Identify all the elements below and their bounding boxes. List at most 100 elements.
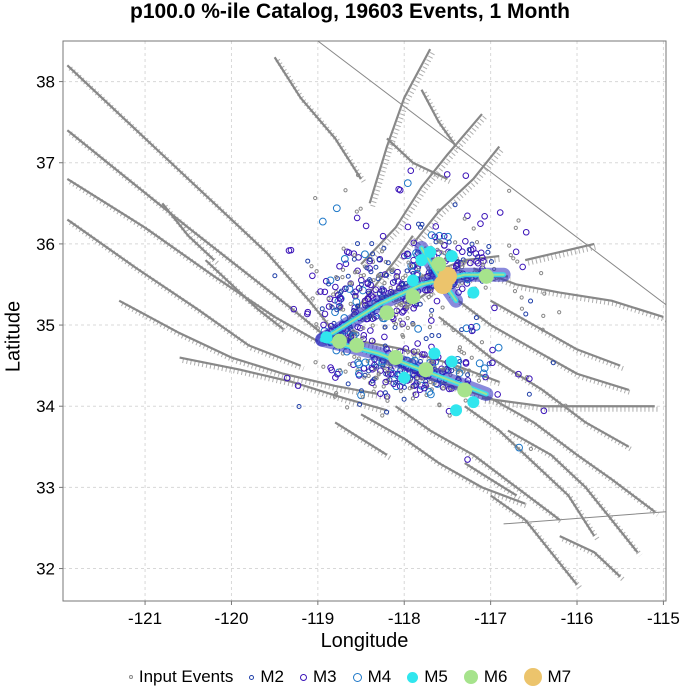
x-tick-label: -119 [301, 609, 334, 628]
input-event-marker [462, 172, 470, 179]
legend-marker [523, 668, 542, 686]
fault-trace [481, 397, 655, 408]
input-event-marker [372, 286, 379, 293]
input-event-marker [414, 340, 421, 347]
input-event-marker [466, 368, 472, 373]
input-event-marker [507, 188, 512, 193]
chart-title: p100.0 %-ile Catalog, 19603 Events, 1 Mo… [130, 0, 570, 23]
input-event-marker [359, 335, 365, 341]
input-event-marker [392, 278, 398, 284]
axis-ticks: -121 -120 -119 -118 -117 -116 -115 32 33 34 35 36 37… [36, 73, 680, 628]
fault-trace [118, 299, 379, 396]
y-tick-label: 37 [36, 154, 55, 173]
input-event-marker [457, 345, 463, 350]
input-event-marker [368, 269, 374, 275]
input-event-marker [364, 265, 370, 271]
input-event-marker [371, 278, 376, 283]
input-event-marker [515, 259, 520, 264]
legend-label: M4 [367, 667, 392, 686]
input-event-marker [557, 310, 562, 315]
input-event-marker [427, 231, 436, 240]
input-event-marker [321, 310, 329, 318]
input-event-marker [352, 288, 359, 296]
input-event-marker [539, 271, 544, 276]
input-event-marker [486, 361, 492, 367]
input-event-marker [409, 385, 415, 390]
input-event-marker [414, 324, 423, 333]
input-event-marker [294, 382, 302, 389]
input-event-marker [381, 384, 386, 389]
input-event-marker [400, 275, 406, 280]
fault-hatch [492, 301, 625, 371]
input-event-marker [462, 237, 469, 245]
fault-trace [489, 494, 578, 586]
input-event-marker [355, 360, 363, 369]
fault-lines [66, 48, 666, 590]
input-event-marker [382, 343, 388, 349]
input-event-marker [508, 252, 513, 258]
input-event-marker [387, 380, 392, 385]
input-event-marker [496, 209, 504, 216]
input-event-marker [491, 304, 498, 312]
input-event-marker [451, 327, 456, 333]
input-event-marker [380, 413, 385, 418]
input-event-marker [411, 322, 416, 327]
input-event-marker [384, 272, 390, 278]
fault-trace [412, 145, 501, 245]
input-event-marker [345, 381, 351, 387]
input-event-marker [442, 251, 447, 256]
input-event-marker [428, 313, 434, 318]
input-event-marker [519, 295, 524, 300]
fault-trace [368, 48, 432, 204]
fault-trace [386, 137, 448, 180]
input-event-marker [334, 307, 340, 313]
legend-item: M3 [300, 667, 337, 687]
input-event-marker [435, 247, 440, 252]
event-marker-m6 [388, 350, 404, 366]
legend-marker [407, 671, 419, 683]
input-event-marker [393, 321, 399, 327]
input-event-marker [464, 456, 471, 463]
event-marker-m5 [398, 371, 411, 384]
input-event-marker [370, 259, 376, 264]
legend-item: Input Events [128, 667, 234, 687]
input-event-marker [437, 403, 442, 408]
input-event-marker [415, 376, 420, 381]
input-event-marker [382, 390, 388, 396]
input-event-marker [458, 285, 466, 293]
legend-label: M5 [424, 667, 448, 686]
input-event-marker [406, 260, 411, 265]
input-event-marker [452, 262, 460, 270]
legend-item: M7 [523, 667, 571, 687]
input-event-marker [466, 247, 472, 253]
input-event-marker [463, 398, 468, 403]
input-event-marker [477, 249, 485, 257]
input-event-marker [355, 172, 361, 178]
input-event-marker [519, 263, 526, 271]
input-event-marker [441, 386, 446, 391]
input-event-marker [408, 264, 414, 269]
event-marker-m6 [431, 256, 447, 272]
input-event-marker [528, 298, 534, 304]
legend-label: Input Events [138, 667, 234, 686]
input-event-marker [435, 231, 444, 240]
input-event-marker [462, 324, 471, 333]
input-event-marker [329, 304, 335, 310]
input-event-marker [441, 241, 448, 249]
fault-trace [360, 113, 483, 265]
input-event-marker [494, 391, 501, 398]
input-event-marker [479, 340, 485, 345]
legend-marker [128, 675, 133, 679]
input-event-marker [428, 359, 433, 364]
input-event-marker [396, 383, 404, 390]
input-event-marker [347, 362, 352, 367]
input-event-marker [512, 288, 518, 294]
input-event-marker [388, 369, 397, 378]
fault-trace [438, 316, 630, 448]
input-event-marker [336, 262, 343, 270]
input-event-marker [374, 363, 380, 369]
input-event-marker [348, 301, 353, 306]
input-event-marker [367, 327, 374, 334]
input-event-marker [315, 326, 320, 331]
input-event-marker [318, 217, 327, 226]
